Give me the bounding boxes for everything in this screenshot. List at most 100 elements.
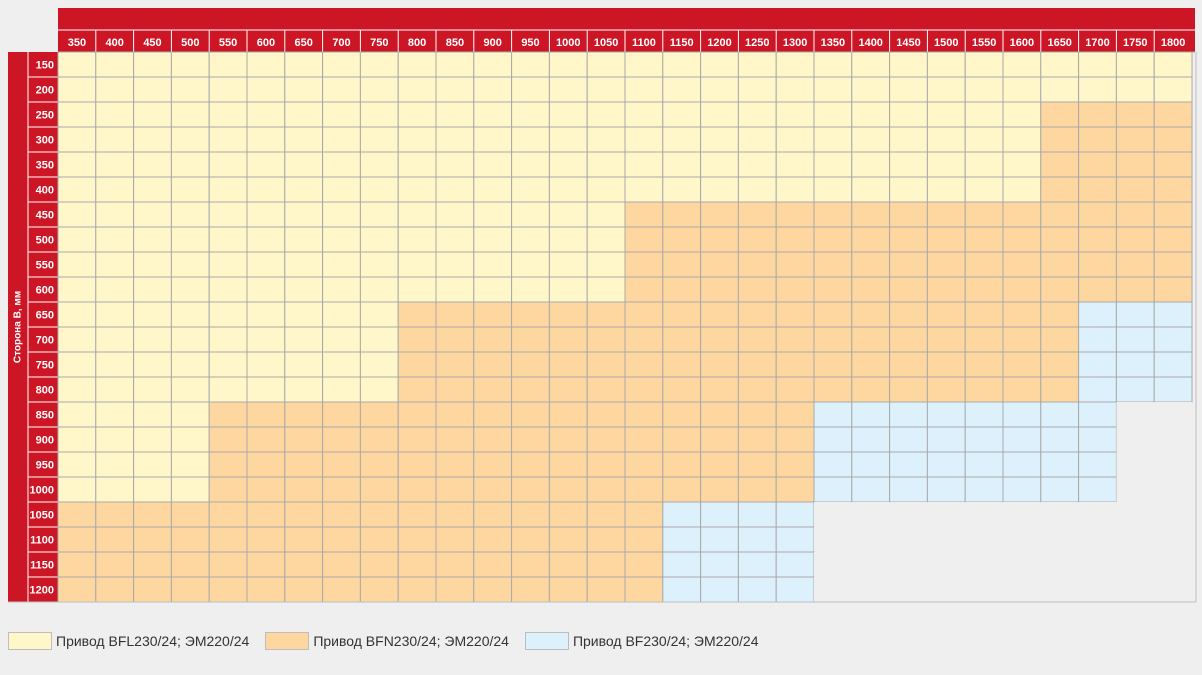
grid-cell: [662, 301, 702, 328]
grid-cell: [397, 326, 437, 353]
grid-cell: [964, 401, 1004, 428]
grid-cell: [435, 201, 475, 228]
grid-cell: [95, 451, 135, 478]
grid-cell: [889, 226, 928, 253]
grid-cell: [889, 126, 928, 153]
grid-cell: [95, 51, 135, 78]
grid-cell: [964, 226, 1004, 253]
grid-cell: [1153, 276, 1193, 303]
grid-cell: [246, 401, 286, 428]
grid-cell: [208, 351, 248, 378]
grid-cell: [473, 576, 513, 603]
grid-cell: [700, 401, 739, 428]
grid-cell: [700, 251, 739, 278]
grid-cell-empty: [965, 552, 1003, 577]
grid-cell: [548, 526, 588, 553]
column-tick-label: 1300: [783, 37, 807, 49]
column-tick-label: 1100: [632, 37, 656, 49]
grid-cell: [964, 151, 1004, 178]
column-tick-label: 850: [446, 37, 464, 49]
legend-label-bfn: Привод BFN230/24; ЭМ220/24: [313, 633, 509, 649]
grid-cell: [246, 276, 286, 303]
grid-cell: [1078, 426, 1117, 453]
column-tick-label: 1250: [745, 37, 769, 49]
grid-cell: [624, 551, 664, 578]
column-tick-label: 750: [370, 37, 388, 49]
grid-cell: [170, 126, 210, 153]
grid-cell: [284, 326, 324, 353]
grid-cell: [889, 251, 928, 278]
grid-cell: [473, 501, 513, 528]
grid-cell: [624, 276, 664, 303]
grid-cell: [246, 126, 286, 153]
grid-cell: [435, 576, 475, 603]
grid-cell: [889, 176, 928, 203]
grid-cell: [170, 151, 210, 178]
grid-cell: [246, 251, 286, 278]
grid-cell: [1002, 251, 1042, 278]
grid-cell: [624, 76, 664, 103]
grid-cell: [435, 51, 475, 78]
grid-cell-empty: [889, 527, 928, 552]
grid-cell: [1002, 276, 1042, 303]
grid-cell: [435, 101, 475, 128]
grid-cell: [397, 176, 437, 203]
grid-cell-empty: [1116, 552, 1155, 577]
grid-cell: [170, 226, 210, 253]
grid-cell: [926, 226, 966, 253]
grid-cell: [813, 226, 853, 253]
grid-cell: [662, 226, 702, 253]
grid-cell: [473, 426, 513, 453]
row-tick-label: 1150: [30, 560, 54, 572]
grid-cell: [624, 501, 664, 528]
grid-cell: [1078, 201, 1117, 228]
grid-cell: [284, 376, 324, 403]
grid-cell: [586, 226, 626, 253]
grid-cell: [1115, 76, 1155, 103]
grid-cell: [851, 401, 891, 428]
grid-cell: [548, 101, 588, 128]
grid-cell: [322, 376, 361, 403]
grid-cell: [737, 301, 777, 328]
grid-cell: [473, 351, 513, 378]
grid-cell-empty: [1040, 527, 1079, 552]
grid-cell: [359, 426, 399, 453]
grid-cell: [700, 226, 739, 253]
column-tick-label: 450: [143, 37, 161, 49]
grid-cell: [133, 576, 172, 603]
grid-cell: [473, 251, 513, 278]
grid-cell: [133, 126, 172, 153]
grid-cell: [813, 451, 853, 478]
grid-cell: [548, 226, 588, 253]
grid-cell: [586, 201, 626, 228]
grid-cell: [435, 76, 475, 103]
grid-cell: [548, 551, 588, 578]
legend-swatch-bfl: [8, 632, 52, 650]
grid-cell: [473, 101, 513, 128]
grid-cell: [435, 401, 475, 428]
grid-cell: [737, 251, 777, 278]
grid-cell: [813, 101, 853, 128]
grid-cell: [397, 351, 437, 378]
grid-cell: [1078, 276, 1117, 303]
grid-cell: [1040, 101, 1080, 128]
grid-cell: [775, 351, 815, 378]
grid-cell: [851, 251, 891, 278]
grid-cell: [359, 76, 399, 103]
column-tick-label: 1600: [1010, 37, 1034, 49]
grid-cell: [586, 501, 626, 528]
grid-cell: [1002, 451, 1042, 478]
grid-cell: [208, 501, 248, 528]
grid-cell: [1078, 326, 1117, 353]
grid-cell: [511, 401, 550, 428]
grid-cell: [511, 351, 550, 378]
grid-cell: [435, 276, 475, 303]
grid-cell: [737, 376, 777, 403]
column-tick-label: 800: [408, 37, 426, 49]
grid-cell: [473, 526, 513, 553]
legend-label-bfl: Привод BFL230/24; ЭМ220/24: [56, 633, 250, 649]
grid-cell: [851, 76, 891, 103]
grid-cell: [133, 176, 172, 203]
grid-cell: [548, 501, 588, 528]
grid-cell-empty: [927, 552, 966, 577]
